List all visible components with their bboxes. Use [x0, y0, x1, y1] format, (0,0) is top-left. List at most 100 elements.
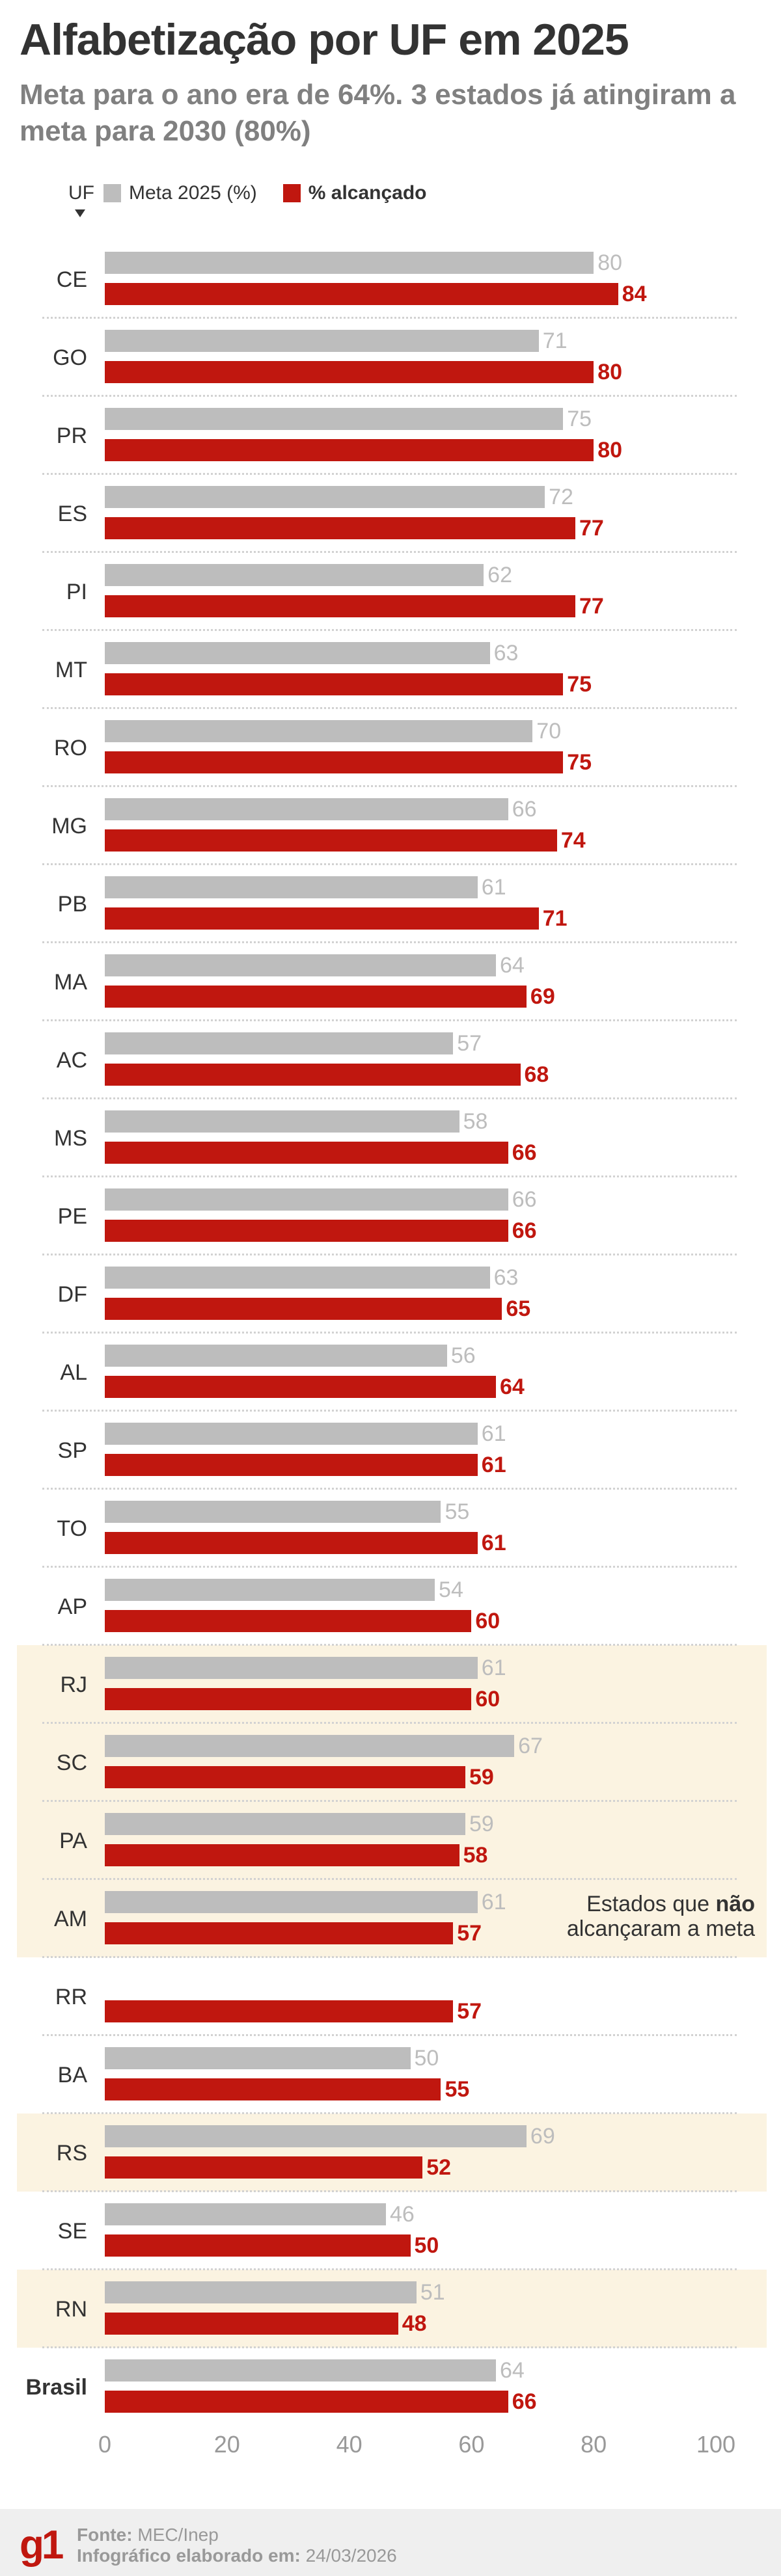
meta-value-label: 66: [512, 797, 537, 822]
row-separator: [42, 863, 737, 865]
meta-bar: [105, 1579, 435, 1601]
x-tick-label: 80: [581, 2431, 607, 2458]
uf-label: RN: [55, 2297, 87, 2322]
alcancado-bar: [105, 673, 564, 695]
meta-value-label: 51: [420, 2280, 445, 2305]
meta-value-label: 80: [597, 250, 623, 275]
uf-label: MG: [51, 814, 87, 839]
annotation-missed-goal: Estados que não alcançaram a meta: [567, 1892, 755, 1941]
alcancado-bar: [105, 595, 576, 617]
alcancado-value-label: 68: [524, 1062, 549, 1087]
alcancado-bar: [105, 1688, 472, 1710]
row-separator: [42, 1956, 737, 1958]
uf-label: RO: [54, 736, 87, 760]
meta-value-label: 70: [536, 719, 562, 744]
meta-bar: [105, 1032, 454, 1054]
alcancado-value-label: 59: [469, 1765, 494, 1790]
alcancado-value-label: 57: [457, 1921, 482, 1946]
meta-bar: [105, 1891, 478, 1913]
row-separator: [42, 2346, 737, 2348]
uf-label: ES: [57, 502, 87, 526]
meta-value-label: 63: [493, 1265, 519, 1290]
meta-value-label: 63: [493, 641, 519, 665]
alcancado-bar: [105, 2234, 411, 2257]
source-value: MEC/Inep: [137, 2525, 219, 2545]
meta-bar: [105, 1735, 515, 1757]
meta-value-label: 55: [445, 1499, 470, 1524]
page-title: Alfabetização por UF em 2025: [20, 15, 629, 64]
uf-label: AP: [57, 1594, 87, 1619]
row-separator: [42, 1097, 737, 1099]
alcancado-value-label: 74: [560, 828, 586, 853]
row-separator: [42, 629, 737, 631]
meta-value-label: 69: [530, 2124, 555, 2149]
uf-label: Brasil: [25, 2375, 88, 2400]
meta-value-label: 61: [481, 1656, 506, 1680]
alcancado-value-label: 52: [426, 2155, 452, 2180]
alcancado-value-label: 61: [481, 1453, 506, 1477]
uf-label: PA: [59, 1829, 87, 1853]
uf-label: TO: [57, 1516, 87, 1541]
meta-bar: [105, 564, 484, 586]
alcancado-bar: [105, 1142, 508, 1164]
meta-bar: [105, 798, 508, 820]
alcancado-bar: [105, 1610, 472, 1632]
uf-label: RR: [55, 1985, 87, 2009]
row-separator: [42, 1566, 737, 1568]
alcancado-value-label: 58: [463, 1843, 488, 1868]
alcancado-value-label: 55: [445, 2077, 470, 2102]
x-tick-label: 100: [696, 2431, 736, 2458]
row-separator: [42, 317, 737, 319]
alcancado-bar: [105, 2313, 398, 2335]
row-separator: [42, 941, 737, 943]
x-tick-label: 40: [336, 2431, 363, 2458]
alcancado-bar: [105, 751, 564, 773]
alcancado-value-label: 84: [622, 282, 647, 306]
row-separator: [42, 785, 737, 787]
uf-label: SC: [56, 1751, 87, 1775]
row-separator: [42, 2268, 737, 2270]
meta-value-label: 72: [549, 485, 573, 509]
uf-label: AM: [54, 1907, 87, 1931]
alcancado-bar: [105, 2000, 454, 2022]
page-subtitle: Meta para o ano era de 64%. 3 estados já…: [20, 79, 736, 147]
meta-value-label: 67: [518, 1734, 543, 1758]
alcancado-bar: [105, 829, 557, 852]
date-label: Infográfico elaborado em:: [77, 2545, 301, 2566]
alcancado-bar: [105, 1376, 496, 1398]
meta-value-label: 50: [414, 2046, 439, 2071]
alcancado-value-label: 77: [579, 516, 604, 541]
legend-uf-label: UF: [68, 182, 94, 204]
legend: UF Meta 2025 (%) % alcançado: [68, 182, 427, 204]
alcancado-bar: [105, 1298, 502, 1320]
alcancado-bar: [105, 283, 618, 305]
alcancado-bar: [105, 361, 594, 383]
row-separator: [42, 1644, 737, 1646]
meta-value-label: 61: [481, 1421, 506, 1446]
uf-label: PB: [57, 892, 87, 917]
meta-bar: [105, 1345, 447, 1367]
uf-label: PI: [66, 580, 87, 604]
alcancado-value-label: 77: [579, 594, 604, 619]
legend-alcancado-label: % alcançado: [308, 182, 427, 204]
meta-value-label: 57: [457, 1031, 482, 1056]
uf-label: CE: [56, 267, 87, 292]
alcancado-value-label: 65: [506, 1296, 531, 1321]
alcancado-value-label: 61: [481, 1531, 506, 1555]
alcancado-bar: [105, 986, 527, 1008]
meta-value-label: 59: [469, 1812, 494, 1836]
meta-value-label: 61: [481, 875, 506, 900]
alcancado-bar: [105, 2078, 441, 2100]
alcancado-bar: [105, 1766, 465, 1788]
row-separator: [42, 1800, 737, 1802]
footer: g1 Fonte: MEC/Inep Infográfico elaborado…: [0, 2509, 781, 2576]
footer-credits: Fonte: MEC/Inep Infográfico elaborado em…: [77, 2525, 397, 2566]
alcancado-value-label: 60: [475, 1687, 500, 1711]
meta-value-label: 64: [499, 953, 525, 978]
row-separator: [42, 551, 737, 553]
uf-label: MT: [55, 658, 87, 682]
uf-label: GO: [53, 345, 87, 370]
uf-label: MA: [54, 970, 87, 995]
date-value: 24/03/2026: [305, 2545, 397, 2566]
uf-label: DF: [57, 1282, 87, 1307]
